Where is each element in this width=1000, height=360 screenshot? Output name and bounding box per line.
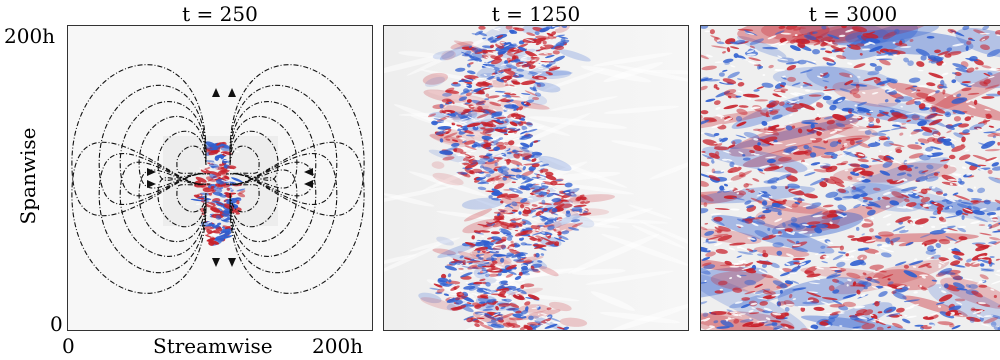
panel-1-field (67, 25, 373, 331)
x-axis-label: Streamwise (153, 334, 273, 358)
panel-3-svg (701, 26, 1000, 330)
panel-title-1: t = 250 (67, 2, 373, 26)
y-tick-top: 200h (4, 24, 56, 48)
title-1-text: t = 250 (182, 2, 258, 26)
title-3-text: t = 3000 (808, 2, 898, 26)
streamline-arrows (147, 88, 313, 267)
panel-1-svg (68, 26, 372, 330)
panel-2-field (383, 25, 689, 331)
panel-2-svg (384, 26, 688, 330)
turbulent-band (384, 26, 688, 330)
x-tick-right: 200h (312, 334, 364, 358)
panel-title-2: t = 1250 (383, 2, 689, 26)
turbulent-spot (190, 141, 246, 246)
y-tick-bottom: 0 (50, 312, 63, 336)
x-tick-left: 0 (62, 334, 75, 358)
streamlines (71, 64, 365, 294)
turbulent-field (701, 26, 1000, 330)
panel-title-3: t = 3000 (700, 2, 1000, 26)
y-axis-label: Spanwise (16, 127, 40, 225)
panel-3-field (700, 25, 1000, 331)
title-2-text: t = 1250 (491, 2, 581, 26)
